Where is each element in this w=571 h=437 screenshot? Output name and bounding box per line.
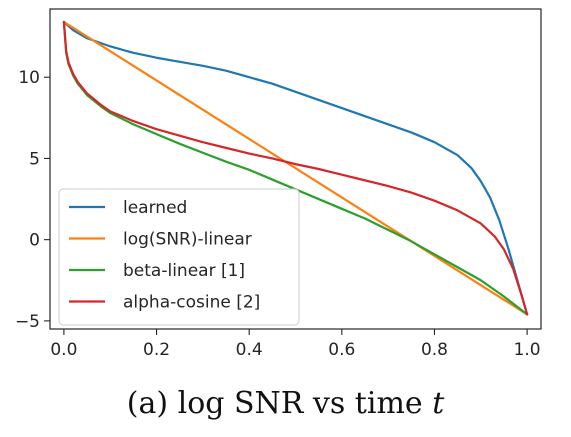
caption-variable: t <box>432 386 445 421</box>
caption-text: log SNR vs time <box>177 386 433 421</box>
y-axis: −5 0 5 10 <box>15 68 50 332</box>
x-tick-label: 0.6 <box>328 340 355 360</box>
series-line-3 <box>62 20 529 316</box>
x-axis: 0.0 0.2 0.4 0.6 0.8 1.0 <box>50 329 541 360</box>
plot-frame <box>49 8 542 330</box>
y-tick-label: 0 <box>29 231 40 251</box>
series-layer <box>62 20 529 316</box>
y-tick-label: 10 <box>18 68 40 88</box>
caption-prefix: (a) <box>126 386 178 421</box>
legend-label-3: alpha-cosine [2] <box>123 293 260 313</box>
series-line-0 <box>62 20 529 316</box>
legend-label-0: learned <box>123 198 187 218</box>
x-tick-label: 0.0 <box>50 340 77 360</box>
legend-label-1: log(SNR)-linear <box>123 230 252 250</box>
x-tick-label: 0.2 <box>143 340 170 360</box>
x-tick-label: 0.8 <box>421 340 448 360</box>
y-tick-label: 5 <box>29 149 40 169</box>
x-tick-label: 1.0 <box>514 340 541 360</box>
y-tick-label: −5 <box>15 312 40 332</box>
legend-label-2: beta-linear [1] <box>123 261 245 281</box>
legend: learned log(SNR)-linear beta-linear [1] alp… <box>58 188 300 326</box>
legend-box <box>58 188 300 326</box>
figure-caption: (a) log SNR vs time t <box>0 386 571 421</box>
x-tick-label: 0.4 <box>236 340 263 360</box>
series-line-1 <box>62 20 529 316</box>
